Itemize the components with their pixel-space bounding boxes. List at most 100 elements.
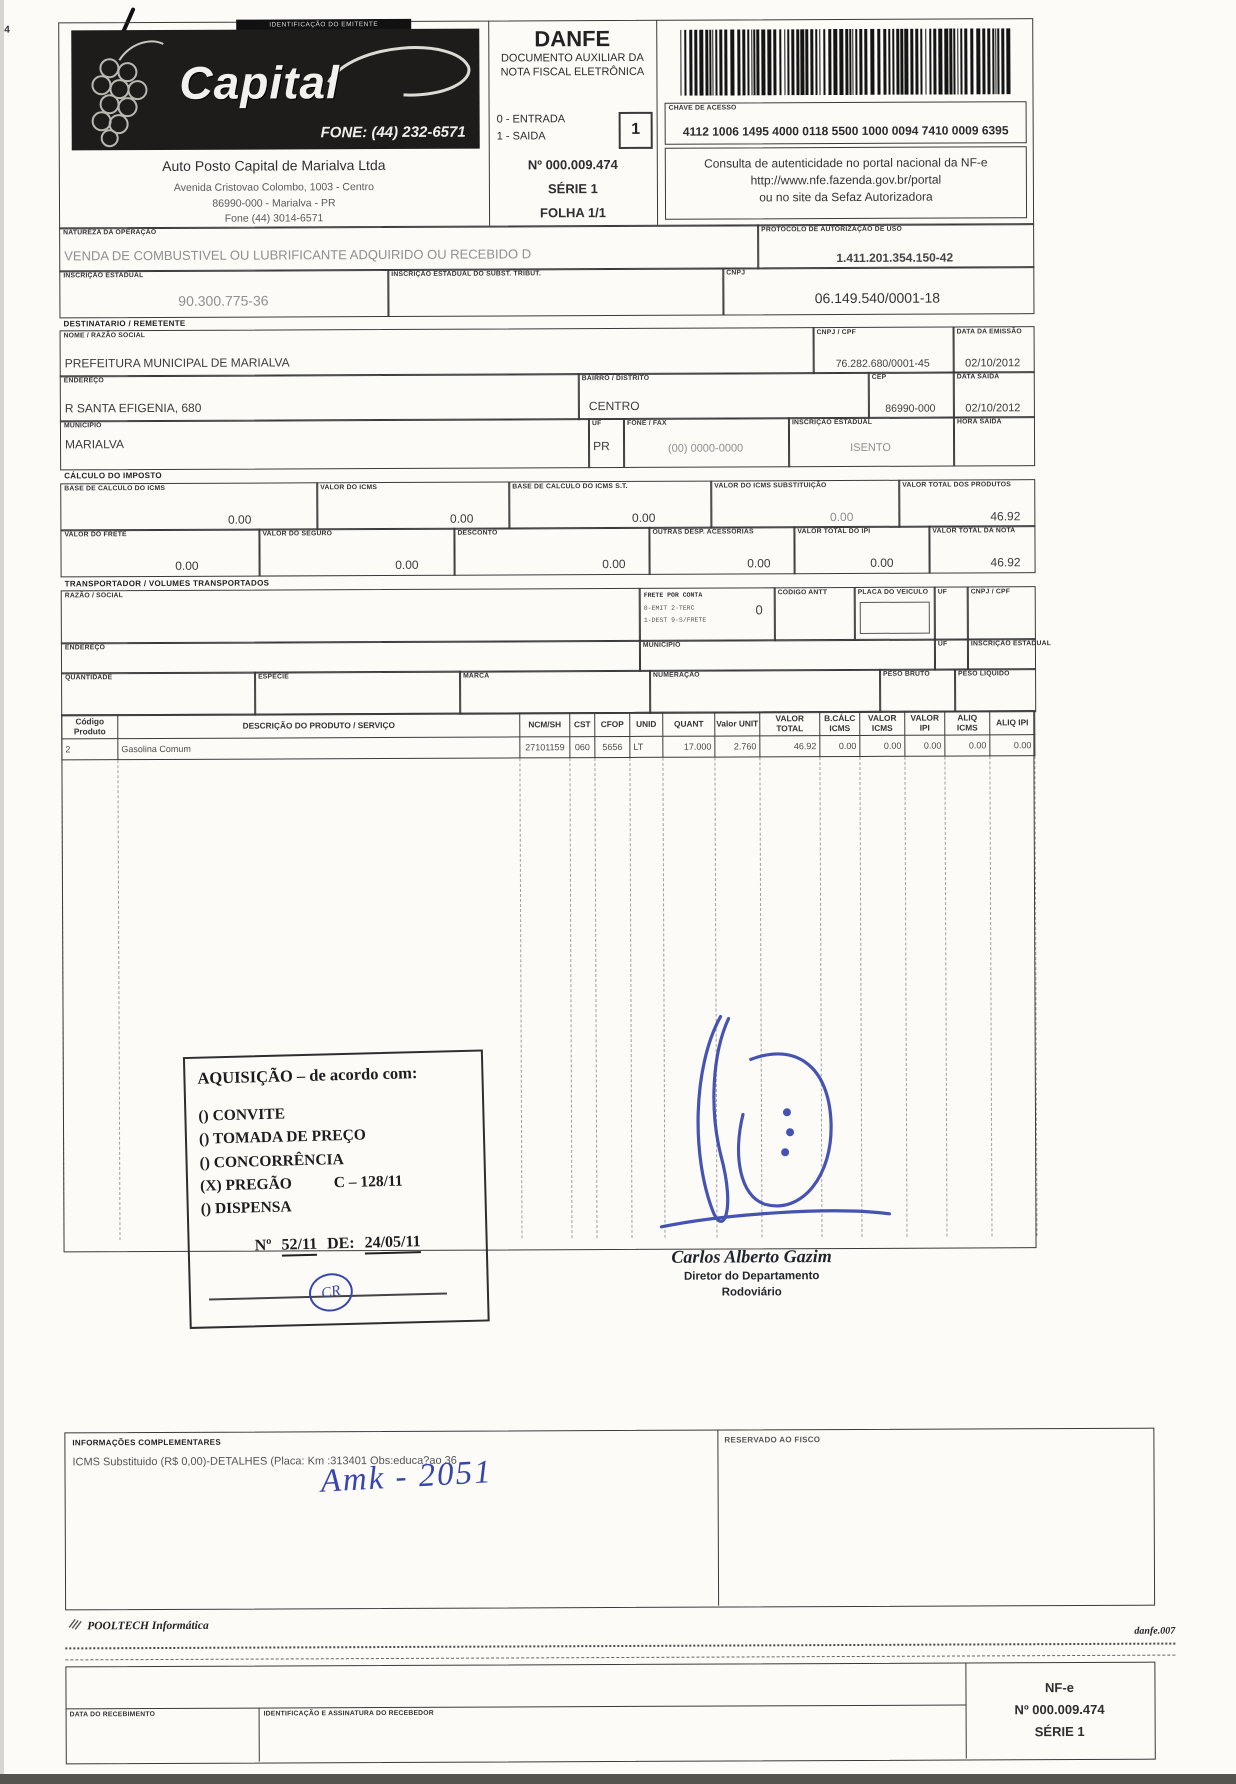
quantidade-label: QUANTIDADE <box>65 674 113 682</box>
field-transp-razao: RAZÃO / SOCIAL <box>60 587 641 645</box>
base-icms-st-value: 0.00 <box>631 510 656 525</box>
field-total-ipi: VALOR TOTAL DO IPI 0.00 <box>793 525 931 575</box>
stamp-pregao-ref: C – 128/11 <box>333 1172 403 1192</box>
frete-value: 0.00 <box>175 558 199 573</box>
dest-endereco-value: R SANTA EFIGENIA, 680 <box>64 400 202 416</box>
danfe-folha: FOLHA 1/1 <box>540 205 607 221</box>
cell-descricao: Gasolina Comum <box>117 736 520 760</box>
dest-bairro-label: BAIRRO / DISTRITO <box>581 374 650 383</box>
dest-fone-value: (00) 0000-0000 <box>667 442 744 455</box>
logo-phone: FONE: (44) 232-6571 <box>320 123 466 142</box>
field-protocolo: PROTOCOLO DE AUTORIZAÇÃO DE USO 1.411.20… <box>757 223 1035 270</box>
total-nota-value: 46.92 <box>990 555 1021 570</box>
field-dest-uf: UF PR <box>587 417 626 469</box>
cell-cfop: 5656 <box>594 736 630 758</box>
imposto-section-label: CÁLCULO DO IMPOSTO <box>64 470 162 481</box>
stamp-de-prefix: DE: <box>326 1235 355 1253</box>
total-produtos-value: 46.92 <box>990 509 1021 524</box>
footer-software: POOLTECH Informática <box>87 1619 209 1633</box>
cell-codigo: 2 <box>61 738 118 760</box>
valor-icms-subst-value: 0.00 <box>829 509 854 525</box>
field-transp-uf2: UF <box>933 638 970 671</box>
seguro-label: VALOR DO SEGURO <box>262 530 333 538</box>
signature-scribble-icon <box>659 1014 892 1229</box>
cell-valor-total: 46.92 <box>759 735 820 757</box>
dest-municipio-label: MUNICIPIO <box>63 422 102 430</box>
field-valor-icms-subst: VALOR DO ICMS SUBSTITUIÇÃO 0.00 <box>710 479 901 529</box>
field-placa: PLACA DO VEICULO <box>853 586 936 641</box>
emitter-name: Auto Posto Capital de Marialva Ltda <box>162 157 386 174</box>
signature-role-2: Rodoviário <box>721 1286 782 1299</box>
dest-emissao-label: DATA DA EMISSÃO <box>956 328 1022 336</box>
logo-wordmark: Capital <box>179 56 340 109</box>
stub-assinatura-label: IDENTIFICAÇÃO E ASSINATURA DO RECEBEDOR <box>263 1709 434 1718</box>
danfe-entrada-label: 0 - ENTRADA <box>496 113 566 126</box>
field-base-icms-st: BASE DE CALCULO DO ICMS S.T. 0.00 <box>508 480 713 530</box>
field-ie: INSCRIÇÃO ESTADUAL 90.300.775-36 <box>59 268 390 319</box>
col-descricao: DESCRIÇÃO DO PRODUTO / SERVIÇO <box>117 712 520 739</box>
dest-cep-value: 86990-000 <box>885 402 936 415</box>
field-transp-municipio: MUNICIPIO <box>638 638 937 672</box>
field-especie: ESPÉCIE <box>254 670 462 716</box>
emitter-address-3: Fone (44) 3014-6571 <box>224 212 324 225</box>
stamp-initials: CR <box>305 1269 357 1316</box>
signature-block: Carlos Alberto Gazim Diretor do Departam… <box>600 1004 901 1305</box>
dest-nome-value: PREFEITURA MUNICIPAL DE MARIALVA <box>64 355 290 371</box>
dest-cnpj-label: CNPJ / CPF <box>816 328 856 337</box>
dest-nome-label: NOME / RAZÃO SOCIAL <box>63 332 146 340</box>
valor-icms-subst-label: VALOR DO ICMS SUBSTITUIÇÃO <box>714 482 827 490</box>
frete-conta-value: 0 <box>755 602 763 618</box>
chave-value: 4112 1006 1495 4000 0118 5500 1000 0094 … <box>682 123 1009 139</box>
field-valor-icms: VALOR DO ICMS 0.00 <box>316 481 511 531</box>
danfe-saida-label: 1 - SAIDA <box>496 130 546 143</box>
col-aliq-ipi: ALIQ IPI <box>989 710 1035 735</box>
valor-icms-value: 0.00 <box>449 511 474 526</box>
dest-ie-label: INSCRIÇÃO ESTADUAL <box>791 418 873 427</box>
destinatario-section-label: DESTINATARIO / REMETENTE <box>63 318 186 329</box>
transp-municipio-label: MUNICIPIO <box>642 641 681 649</box>
cut-line-1 <box>65 1642 1176 1650</box>
frete-conta-legend1: 0-EMIT 2-TERC <box>643 604 695 612</box>
signature-role-1: Diretor do Departamento <box>683 1270 820 1283</box>
stamp-numero-prefix: Nº <box>254 1237 272 1255</box>
field-marca: MARCA <box>459 669 652 715</box>
stamp-numero-value: 52/11 <box>281 1235 318 1257</box>
field-dest-saida: DATA SAIDA 02/10/2012 <box>952 371 1035 419</box>
field-cnpj-emitente: CNPJ 06.149.540/0001-18 <box>722 266 1035 316</box>
desconto-label: DESCONTO <box>457 529 498 537</box>
valor-icms-label: VALOR DO ICMS <box>320 484 378 492</box>
field-transp-uf: UF <box>933 586 969 641</box>
cell-valor-ipi: 0.00 <box>904 735 945 757</box>
emitter-address-2: 86990-000 - Marialva - PR <box>212 197 336 210</box>
col-valor-total: VALOR TOTAL <box>759 711 820 736</box>
field-dest-fone: FONE / FAX (00) 0000-0000 <box>622 417 791 468</box>
stamp-title: AQUISIÇÃO – de acordo com: <box>197 1063 418 1088</box>
field-transp-endereco: ENDEREÇO <box>60 639 642 675</box>
frete-conta-legend2: 1-DEST 9-S/FRETE <box>643 616 707 624</box>
field-dest-endereco: ENDEREÇO R SANTA EFIGENIA, 680 <box>59 373 580 423</box>
field-dest-bairro: BAIRRO / DISTRITO CENTRO <box>577 371 870 421</box>
danfe-title: DANFE <box>534 26 611 52</box>
field-desconto: DESCONTO 0.00 <box>453 526 651 576</box>
stub-nfe-numero: Nº 000.009.474 <box>1014 1701 1105 1718</box>
field-frete: VALOR DO FRETE 0.00 <box>60 528 261 578</box>
field-ie-subst: INSCRIÇÃO ESTADUAL DO SUBST. TRIBUT. <box>387 267 725 318</box>
chave-label: CHAVE DE ACESSO <box>668 104 737 112</box>
stamp-date-value: 24/05/11 <box>364 1233 421 1255</box>
stamp-numero-line: Nº 52/11 DE: 24/05/11 <box>202 1232 474 1259</box>
col-valor-ipi: VALOR IPI <box>904 711 945 736</box>
transp-ie-label: INSCRIÇÃO ESTADUAL <box>970 640 1052 648</box>
cnpj-label: CNPJ <box>726 269 746 277</box>
field-peso-bruto: PESO BRUTO <box>879 668 957 713</box>
outras-value: 0.00 <box>747 556 771 571</box>
signature-name: Carlos Alberto Gazim <box>671 1246 832 1267</box>
field-quantidade: QUANTIDADE <box>61 671 257 717</box>
peso-liquido-label: PESO LIQUIDO <box>958 670 1010 678</box>
base-icms-value: 0.00 <box>227 512 252 527</box>
consulta-line-3: ou no site da Sefaz Autorizadora <box>759 189 933 205</box>
dest-saida-value: 02/10/2012 <box>965 402 1021 415</box>
emitter-logo: Capital FONE: (44) 232-6571 <box>71 28 480 151</box>
peso-bruto-label: PESO BRUTO <box>883 670 930 678</box>
numeracao-label: NUMERAÇÃO <box>653 671 700 679</box>
stamp-option-pregao: (X) PREGÃO <box>199 1175 293 1195</box>
